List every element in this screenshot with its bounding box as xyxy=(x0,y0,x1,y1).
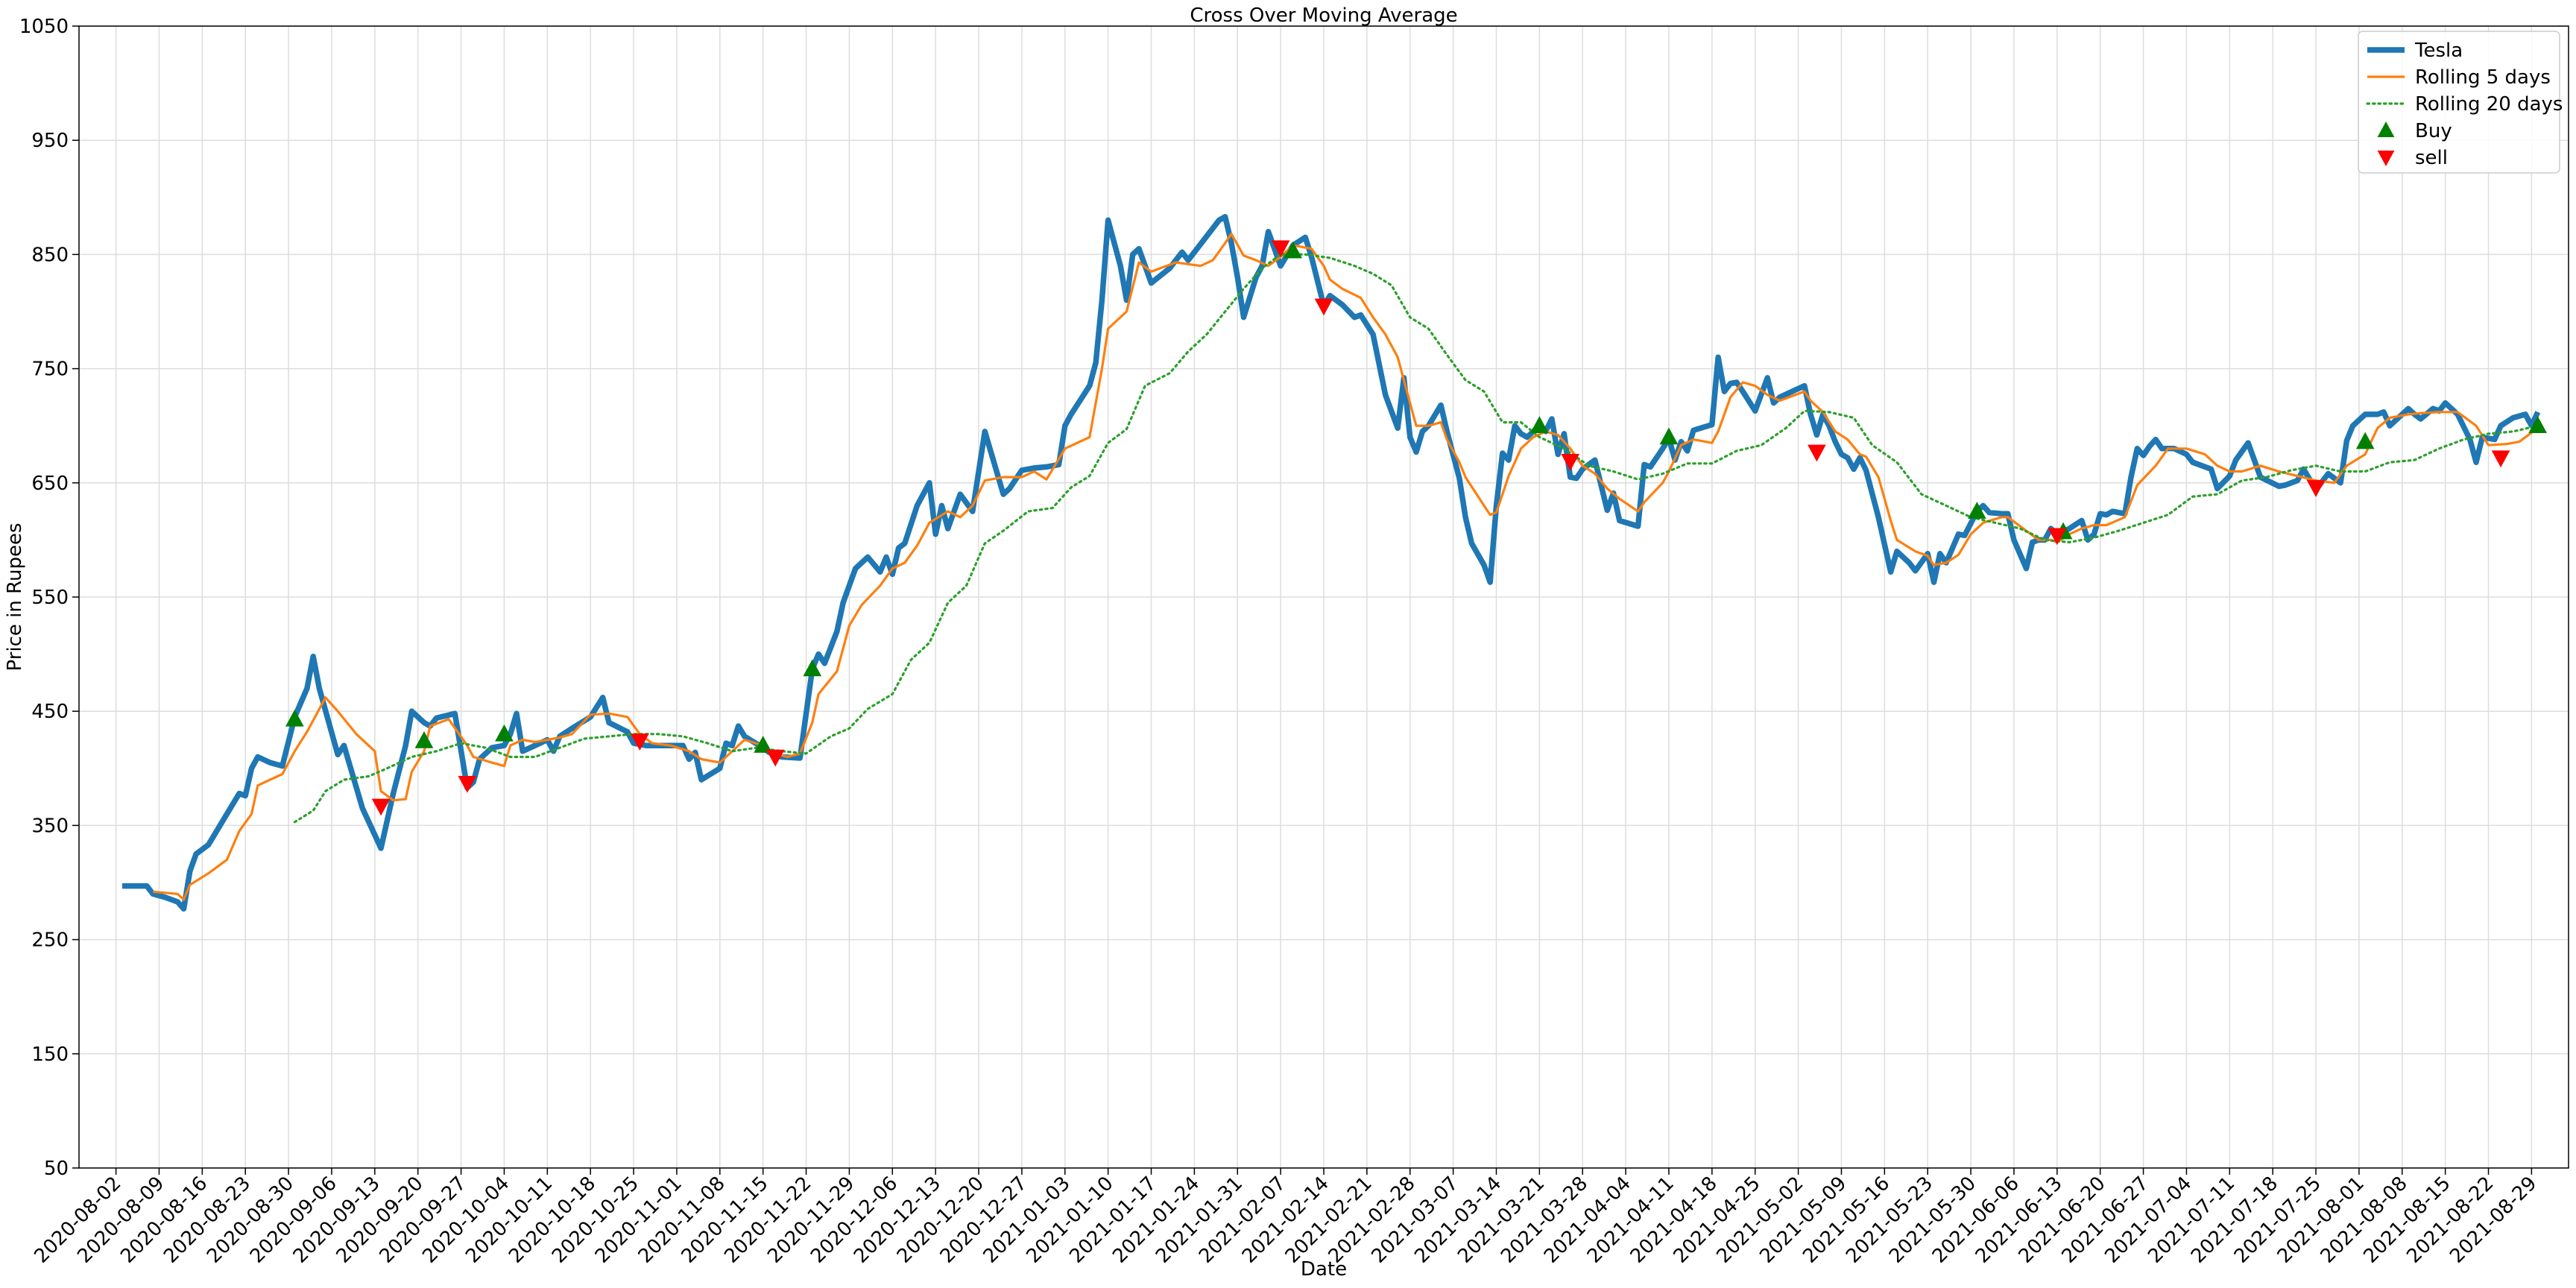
legend-label: sell xyxy=(2415,147,2448,169)
legend-swatch xyxy=(2377,151,2395,166)
y-axis: 50 150 250 350 450 550 650 750 850 950 1050 xyxy=(19,16,79,1180)
sell-marker xyxy=(1561,453,1580,471)
sell-marker xyxy=(371,798,391,816)
buy-marker xyxy=(1284,241,1303,259)
y-tick-label: 450 xyxy=(31,701,69,723)
sell-marker xyxy=(2491,450,2510,468)
sell-marker xyxy=(630,733,649,751)
y-tick-label: 50 xyxy=(44,1158,69,1180)
x-axis-title: Date xyxy=(1301,1258,1347,1281)
buy-marker xyxy=(2355,432,2375,449)
sell-marker xyxy=(2048,528,2067,546)
y-tick-label: 950 xyxy=(31,130,69,152)
legend-label: Tesla xyxy=(2414,40,2463,62)
buy-marker xyxy=(1530,416,1549,433)
y-tick-label: 250 xyxy=(31,929,69,952)
plot-markers xyxy=(285,240,2548,816)
buy-marker xyxy=(285,709,304,727)
sell-marker xyxy=(2306,480,2326,497)
sell-marker xyxy=(1314,298,1333,316)
y-tick-label: 550 xyxy=(31,587,69,609)
buy-marker xyxy=(495,724,514,742)
buy-marker xyxy=(803,659,822,677)
buy-marker xyxy=(1967,502,1986,519)
series-line-rolling-20-days xyxy=(293,253,2539,824)
buy-marker xyxy=(1659,427,1679,445)
y-tick-label: 650 xyxy=(31,473,69,495)
sell-marker xyxy=(765,749,785,767)
legend-box xyxy=(2358,31,2560,174)
legend-label: Rolling 5 days xyxy=(2415,66,2551,89)
y-axis-title: Price in Rupees xyxy=(4,523,26,671)
buy-marker xyxy=(2528,416,2548,433)
buy-marker xyxy=(414,731,434,748)
y-tick-label: 1050 xyxy=(19,16,69,38)
sell-marker xyxy=(1808,444,1826,462)
legend: Tesla Rolling 5 days Rolling 20 days Buy sel… xyxy=(2358,31,2563,174)
sell-marker xyxy=(1271,240,1290,258)
y-tick-label: 750 xyxy=(31,359,69,381)
legend-swatch xyxy=(2377,121,2395,137)
y-tick-label: 150 xyxy=(31,1044,69,1066)
x-axis: 2020-08-022020-08-092020-08-162020-08-23… xyxy=(30,1168,2541,1268)
chart-title: Cross Over Moving Average xyxy=(1190,4,1457,27)
legend-label: Rolling 20 days xyxy=(2415,93,2563,116)
sell-marker xyxy=(458,775,477,793)
y-tick-label: 850 xyxy=(31,244,69,266)
legend-label: Buy xyxy=(2415,120,2452,142)
y-tick-label: 350 xyxy=(31,815,69,837)
buy-marker xyxy=(754,736,773,753)
